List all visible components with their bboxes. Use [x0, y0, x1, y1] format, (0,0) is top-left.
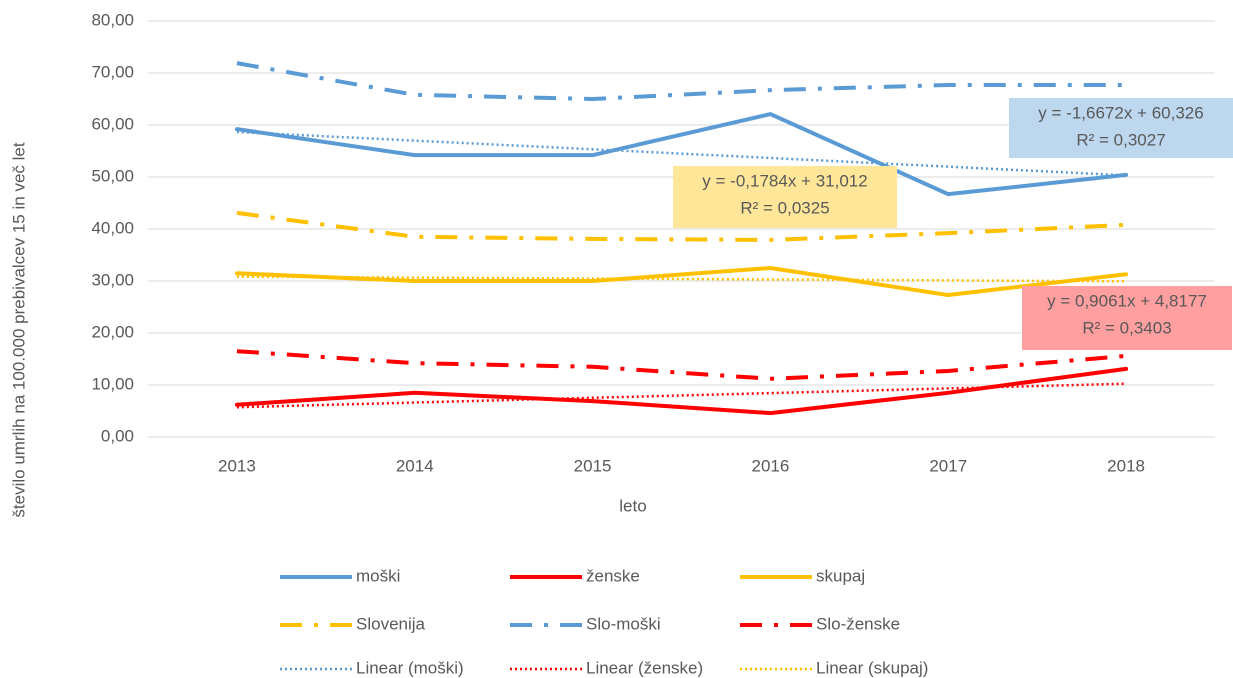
legend-label: Linear (ženske)	[586, 658, 703, 677]
legend-label: Slovenija	[356, 614, 426, 633]
line-series	[236, 61, 1127, 101]
y-axis-label: število umrlih na 100.000 prebivalcev 15…	[9, 142, 28, 517]
annotation-box	[673, 166, 897, 228]
annotation-text: y = 0,9061x + 4,8177	[1047, 291, 1207, 310]
annotation-text: y = -0,1784x + 31,012	[702, 171, 867, 190]
y-tick-label: 60,00	[91, 114, 134, 133]
line-series	[236, 275, 1127, 283]
line-series	[234, 112, 1129, 197]
legend-label: Linear (moški)	[356, 658, 464, 677]
x-tick-label: 2015	[574, 456, 612, 475]
legend-label: skupaj	[816, 566, 865, 585]
y-tick-label: 0,00	[101, 426, 134, 445]
legend-label: ženske	[586, 566, 640, 585]
annotation-box	[1009, 98, 1233, 158]
annotation-text: R² = 0,3403	[1082, 318, 1171, 337]
y-tick-label: 80,00	[91, 10, 134, 29]
annotation-text: R² = 0,3027	[1076, 130, 1165, 149]
legend-label: Slo-ženske	[816, 614, 900, 633]
annotation-box	[1022, 286, 1232, 350]
line-series	[236, 130, 1127, 177]
y-tick-label: 10,00	[91, 374, 134, 393]
x-axis-label: leto	[619, 496, 646, 515]
y-tick-label: 40,00	[91, 218, 134, 237]
y-tick-label: 20,00	[91, 322, 134, 341]
x-tick-label: 2013	[218, 456, 256, 475]
annotation-text: y = -1,6672x + 60,326	[1038, 103, 1203, 122]
legend-label: Linear (skupaj)	[816, 658, 928, 677]
legend-label: moški	[356, 566, 400, 585]
x-tick-label: 2016	[752, 456, 790, 475]
x-tick-label: 2017	[929, 456, 967, 475]
y-tick-label: 50,00	[91, 166, 134, 185]
line-series	[234, 266, 1129, 298]
x-tick-label: 2018	[1107, 456, 1145, 475]
x-tick-label: 2014	[396, 456, 434, 475]
y-tick-label: 30,00	[91, 270, 134, 289]
annotation-text: R² = 0,0325	[740, 198, 829, 217]
y-tick-label: 70,00	[91, 62, 134, 81]
legend-label: Slo-moški	[586, 614, 661, 633]
line-series	[234, 366, 1129, 416]
line-series	[236, 349, 1127, 381]
